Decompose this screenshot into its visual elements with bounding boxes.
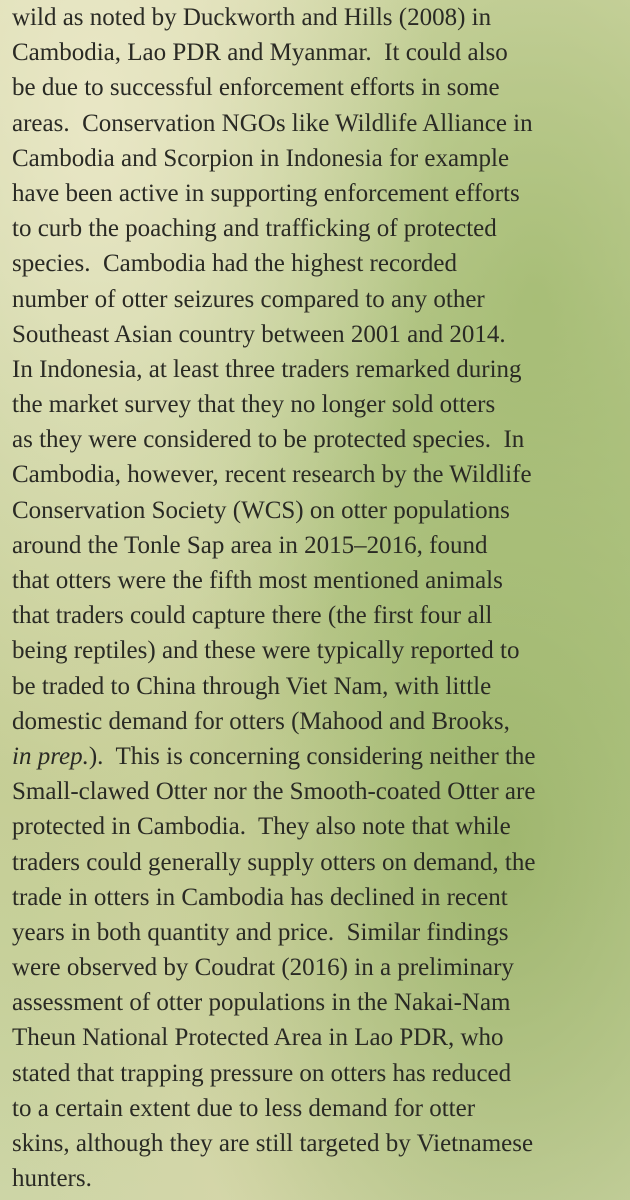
text-line: Small-clawed Otter nor the Smooth-coated… [12, 774, 624, 809]
text-line: be traded to China through Viet Nam, wit… [12, 669, 624, 704]
text-line: Southeast Asian country between 2001 and… [12, 317, 624, 352]
text-line: to curb the poaching and trafficking of … [12, 211, 624, 246]
text-line: species. Cambodia had the highest record… [12, 246, 624, 281]
text-line: hunters. [12, 1161, 624, 1196]
page-body: wild as noted by Duckworth and Hills (20… [0, 0, 630, 1200]
text-line: number of otter seizures compared to any… [12, 282, 624, 317]
text-line: Cambodia, however, recent research by th… [12, 457, 624, 492]
text-line: being reptiles) and these were typically… [12, 633, 624, 668]
text-line: Cambodia and Scorpion in Indonesia for e… [12, 141, 624, 176]
text-line: be due to successful enforcement efforts… [12, 70, 624, 105]
text-line: years in both quantity and price. Simila… [12, 915, 624, 950]
text-line: traders could generally supply otters on… [12, 845, 624, 880]
text-line: stated that trapping pressure on otters … [12, 1056, 624, 1091]
text-line: protected in Cambodia. They also note th… [12, 809, 624, 844]
text-run: ). This is concerning considering neithe… [89, 743, 536, 770]
text-line: in prep.). This is concerning considerin… [12, 739, 624, 774]
text-line: Theun National Protected Area in Lao PDR… [12, 1020, 624, 1055]
text-line: Cambodia, Lao PDR and Myanmar. It could … [12, 35, 624, 70]
text-line: the market survey that they no longer so… [12, 387, 624, 422]
text-line: areas. Conservation NGOs like Wildlife A… [12, 106, 624, 141]
text-line: were observed by Coudrat (2016) in a pre… [12, 950, 624, 985]
text-line: have been active in supporting enforceme… [12, 176, 624, 211]
text-line: wild as noted by Duckworth and Hills (20… [12, 0, 624, 35]
text-line: Conservation Society (WCS) on otter popu… [12, 493, 624, 528]
body-text: wild as noted by Duckworth and Hills (20… [12, 0, 624, 1196]
document-page: wild as noted by Duckworth and Hills (20… [0, 0, 630, 1200]
text-line: assessment of otter populations in the N… [12, 985, 624, 1020]
text-line: In Indonesia, at least three traders rem… [12, 352, 624, 387]
text-line: skins, although they are still targeted … [12, 1126, 624, 1161]
text-line: to a certain extent due to less demand f… [12, 1091, 624, 1126]
text-line: around the Tonle Sap area in 2015–2016, … [12, 528, 624, 563]
text-line: that otters were the fifth most mentione… [12, 563, 624, 598]
text-line: as they were considered to be protected … [12, 422, 624, 457]
text-line: trade in otters in Cambodia has declined… [12, 880, 624, 915]
italic-text: in prep. [12, 743, 89, 770]
text-line: domestic demand for otters (Mahood and B… [12, 704, 624, 739]
text-line: that traders could capture there (the fi… [12, 598, 624, 633]
